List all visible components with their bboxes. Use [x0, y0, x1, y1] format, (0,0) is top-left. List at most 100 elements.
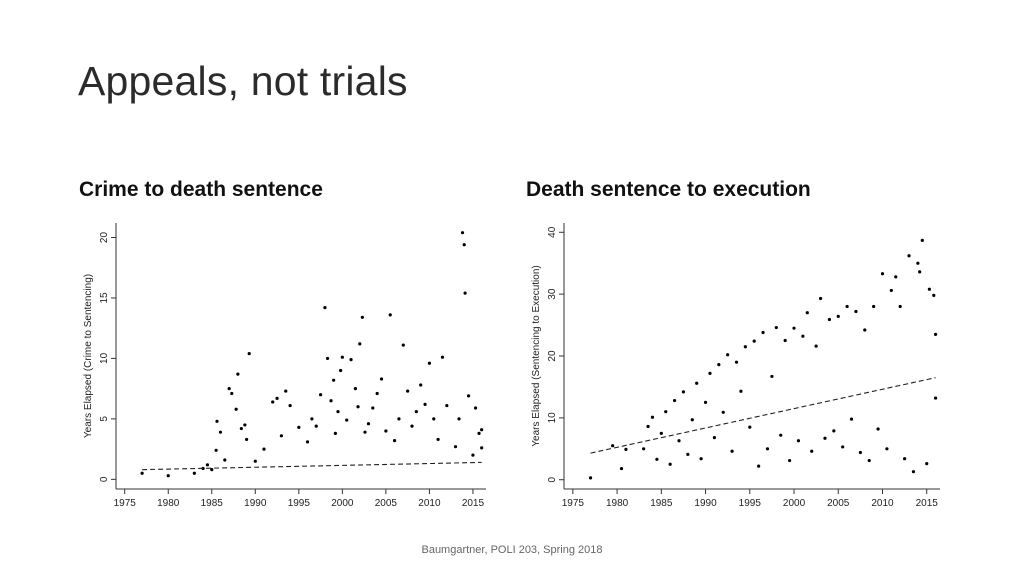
x-tick-label: 1980: [606, 498, 629, 509]
scatter-point: [845, 304, 849, 309]
scatter-point: [863, 328, 867, 332]
y-tick-label: 5: [99, 416, 110, 422]
scatter-point: [933, 396, 938, 400]
scatter-point: [288, 403, 292, 408]
scatter-point: [353, 387, 358, 391]
scatter-point: [681, 390, 686, 394]
scatter-point: [779, 433, 783, 437]
scatter-point: [916, 261, 920, 265]
x-tick-label: 1990: [694, 498, 717, 509]
scatter-point: [712, 436, 716, 440]
scatter-point: [703, 400, 708, 404]
x-tick-label: 2015: [462, 498, 485, 509]
scatter-point: [668, 462, 672, 466]
scatter-point: [457, 417, 461, 421]
scatter-point: [858, 450, 862, 455]
x-tick-label: 2010: [871, 498, 894, 509]
scatter-point: [339, 368, 343, 373]
scatter-point: [818, 296, 823, 301]
y-axis-label: Years Elapsed (Crime to Sentencing): [83, 274, 94, 438]
scatter-point: [823, 436, 827, 440]
x-tick-label: 2010: [418, 498, 441, 509]
slide-title: Appeals, not trials: [78, 58, 408, 104]
scatter-point: [392, 439, 397, 443]
scatter-point: [810, 449, 814, 453]
scatter-point: [832, 429, 836, 433]
scatter-point: [432, 417, 436, 421]
scatter-point: [166, 474, 170, 478]
scatter-point: [323, 306, 327, 310]
scatter-point: [253, 459, 257, 463]
scatter-point: [752, 339, 756, 343]
scatter-point: [588, 476, 593, 480]
scatter-point: [406, 389, 410, 393]
scatter-point: [761, 330, 765, 335]
scatter-point: [898, 304, 902, 309]
scatter-point: [477, 431, 481, 435]
scatter-point: [325, 356, 330, 361]
scatter-point: [642, 447, 646, 451]
scatter-point: [397, 417, 401, 421]
scatter-point: [271, 400, 275, 404]
x-tick-label: 1975: [562, 498, 585, 509]
scatter-point: [223, 458, 227, 462]
scatter-point: [471, 453, 475, 457]
scatter-point: [349, 358, 353, 362]
y-axis-label: Years Elapsed (Sentencing to Execution): [531, 265, 542, 446]
y-tick-label: 20: [99, 232, 110, 244]
x-tick-label: 1990: [244, 498, 267, 509]
scatter-point: [624, 447, 628, 452]
scatter-point: [686, 452, 690, 456]
scatter-point: [466, 394, 471, 398]
scatter-point: [480, 428, 484, 432]
scatter-point: [770, 374, 774, 379]
scatter-point: [708, 371, 712, 375]
scatter-point: [920, 238, 924, 242]
trend-line: [590, 377, 936, 454]
scatter-point: [646, 424, 650, 429]
x-tick-label: 2005: [827, 498, 850, 509]
scatter-point: [214, 448, 218, 452]
scatter-point: [690, 418, 694, 422]
scatter-point: [247, 351, 251, 356]
scatter-point: [236, 372, 240, 376]
scatter-point: [907, 254, 911, 258]
y-tick-label: 40: [547, 226, 558, 238]
y-tick-label: 15: [99, 292, 110, 304]
scatter-point: [336, 410, 340, 414]
scatter-point: [227, 387, 231, 391]
scatter-point: [366, 422, 371, 426]
scatter-point: [841, 445, 845, 449]
scatter-point: [801, 334, 805, 338]
scatter-point: [140, 471, 144, 475]
trend-line: [142, 461, 482, 471]
x-tick-label: 1975: [114, 498, 137, 509]
scatter-point: [918, 270, 922, 274]
scatter-point: [453, 445, 458, 449]
scatter-point: [717, 363, 721, 367]
scatter-point: [401, 343, 405, 347]
scatter-point: [340, 355, 344, 359]
scatter-point: [332, 378, 336, 382]
x-tick-label: 2000: [783, 498, 806, 509]
scatter-point: [414, 410, 418, 414]
y-tick-label: 10: [99, 352, 110, 364]
scatter-point: [774, 325, 778, 330]
scatter-point: [297, 425, 301, 429]
x-tick-label: 1995: [288, 498, 311, 509]
scatter-point: [218, 430, 223, 434]
scatter-point: [205, 463, 210, 467]
scatter-point: [695, 381, 699, 385]
x-tick-label: 1980: [157, 498, 180, 509]
scatter-point: [611, 444, 615, 448]
scatter-point: [880, 272, 885, 276]
scatter-point: [650, 415, 655, 419]
y-tick-label: 0: [99, 476, 110, 482]
scatter-point: [480, 446, 484, 450]
scatter-point: [345, 418, 349, 422]
scatter-point: [427, 361, 432, 365]
scatter-point: [419, 383, 423, 387]
scatter-point: [730, 449, 734, 453]
scatter-point: [333, 431, 337, 435]
scatter-point: [275, 396, 279, 400]
